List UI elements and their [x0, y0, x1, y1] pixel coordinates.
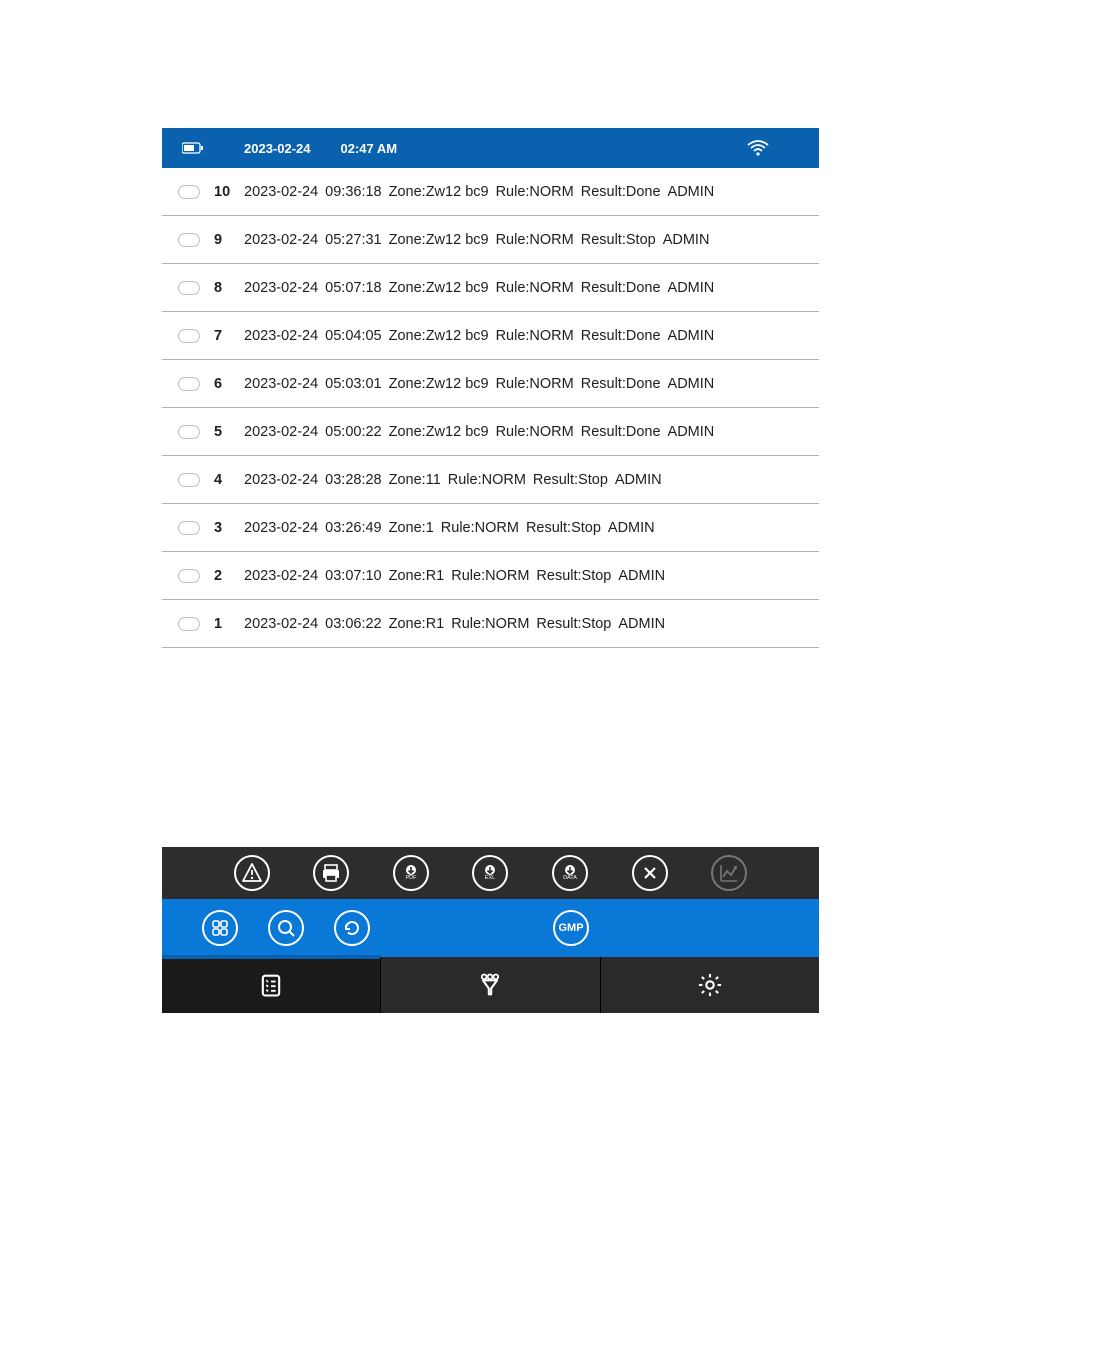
- data-download-icon[interactable]: DATA: [552, 855, 588, 891]
- row-content: 2023-02-2403:28:28Zone:11Rule:NORMResult…: [244, 472, 662, 488]
- log-list: 102023-02-2409:36:18Zone:Zw12 bc9Rule:NO…: [162, 168, 819, 648]
- secondary-toolbar: GMP: [162, 899, 819, 957]
- svg-text:DATA: DATA: [563, 875, 577, 881]
- log-row[interactable]: 12023-02-2403:06:22Zone:R1Rule:NORMResul…: [162, 600, 819, 648]
- row-index: 10: [214, 184, 244, 200]
- svg-text:PDF: PDF: [405, 875, 417, 881]
- row-checkbox[interactable]: [178, 425, 200, 439]
- row-content: 2023-02-2409:36:18Zone:Zw12 bc9Rule:NORM…: [244, 184, 714, 200]
- row-checkbox[interactable]: [178, 377, 200, 391]
- pdf-download-icon[interactable]: PDF: [393, 855, 429, 891]
- row-checkbox[interactable]: [178, 569, 200, 583]
- row-content: 2023-02-2405:27:31Zone:Zw12 bc9Rule:NORM…: [244, 232, 709, 248]
- nav-bar: [162, 957, 819, 1013]
- alert-icon[interactable]: [234, 855, 270, 891]
- row-checkbox[interactable]: [178, 473, 200, 487]
- list-tab[interactable]: [162, 957, 381, 1013]
- status-date: 2023-02-24: [244, 141, 311, 156]
- row-content: 2023-02-2403:07:10Zone:R1Rule:NORMResult…: [244, 568, 665, 584]
- row-index: 4: [214, 472, 244, 488]
- log-row[interactable]: 82023-02-2405:07:18Zone:Zw12 bc9Rule:NOR…: [162, 264, 819, 312]
- device-screen: 2023-02-24 02:47 AM 102023-02-2409:36:18…: [162, 128, 819, 648]
- row-checkbox[interactable]: [178, 185, 200, 199]
- row-checkbox[interactable]: [178, 521, 200, 535]
- settings-tab[interactable]: [601, 957, 819, 1013]
- action-toolbar: PDF EXL DATA: [162, 847, 819, 899]
- row-checkbox[interactable]: [178, 617, 200, 631]
- row-index: 5: [214, 424, 244, 440]
- row-content: 2023-02-2405:04:05Zone:Zw12 bc9Rule:NORM…: [244, 328, 714, 344]
- row-index: 2: [214, 568, 244, 584]
- grid-icon[interactable]: [202, 910, 238, 946]
- chart-icon[interactable]: [711, 855, 747, 891]
- log-row[interactable]: 102023-02-2409:36:18Zone:Zw12 bc9Rule:NO…: [162, 168, 819, 216]
- row-content: 2023-02-2403:26:49Zone:1Rule:NORMResult:…: [244, 520, 655, 536]
- log-row[interactable]: 72023-02-2405:04:05Zone:Zw12 bc9Rule:NOR…: [162, 312, 819, 360]
- log-row[interactable]: 62023-02-2405:03:01Zone:Zw12 bc9Rule:NOR…: [162, 360, 819, 408]
- log-row[interactable]: 92023-02-2405:27:31Zone:Zw12 bc9Rule:NOR…: [162, 216, 819, 264]
- wifi-icon: [747, 140, 769, 156]
- row-index: 1: [214, 616, 244, 632]
- status-time: 02:47 AM: [341, 141, 398, 156]
- row-content: 2023-02-2405:07:18Zone:Zw12 bc9Rule:NORM…: [244, 280, 714, 296]
- row-checkbox[interactable]: [178, 329, 200, 343]
- log-row[interactable]: 32023-02-2403:26:49Zone:1Rule:NORMResult…: [162, 504, 819, 552]
- row-index: 6: [214, 376, 244, 392]
- bottom-bars: PDF EXL DATA GMP: [162, 847, 819, 1013]
- row-content: 2023-02-2403:06:22Zone:R1Rule:NORMResult…: [244, 616, 665, 632]
- refresh-icon[interactable]: [334, 910, 370, 946]
- log-row[interactable]: 22023-02-2403:07:10Zone:R1Rule:NORMResul…: [162, 552, 819, 600]
- row-index: 7: [214, 328, 244, 344]
- row-index: 8: [214, 280, 244, 296]
- row-content: 2023-02-2405:03:01Zone:Zw12 bc9Rule:NORM…: [244, 376, 714, 392]
- row-index: 3: [214, 520, 244, 536]
- print-icon[interactable]: [313, 855, 349, 891]
- svg-text:EXL: EXL: [485, 875, 495, 881]
- filter-tab[interactable]: [381, 957, 600, 1013]
- log-row[interactable]: 52023-02-2405:00:22Zone:Zw12 bc9Rule:NOR…: [162, 408, 819, 456]
- exl-download-icon[interactable]: EXL: [472, 855, 508, 891]
- row-index: 9: [214, 232, 244, 248]
- status-bar: 2023-02-24 02:47 AM: [162, 128, 819, 168]
- close-icon[interactable]: [632, 855, 668, 891]
- row-checkbox[interactable]: [178, 281, 200, 295]
- row-content: 2023-02-2405:00:22Zone:Zw12 bc9Rule:NORM…: [244, 424, 714, 440]
- gmp-button[interactable]: GMP: [553, 910, 589, 946]
- row-checkbox[interactable]: [178, 233, 200, 247]
- search-icon[interactable]: [268, 910, 304, 946]
- log-row[interactable]: 42023-02-2403:28:28Zone:11Rule:NORMResul…: [162, 456, 819, 504]
- battery-icon: [182, 142, 204, 154]
